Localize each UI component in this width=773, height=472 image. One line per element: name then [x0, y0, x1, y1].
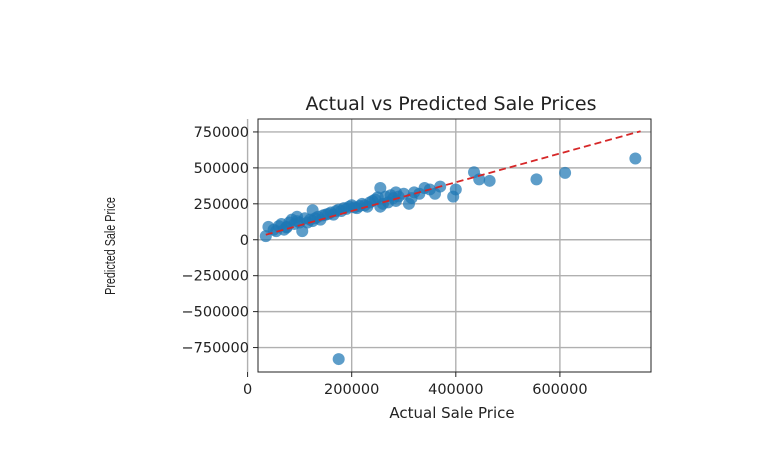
data-point	[280, 221, 293, 234]
reference-line-group	[265, 130, 641, 236]
y-tick-label: 250000	[194, 197, 249, 213]
x-tick-label: 400000	[428, 382, 483, 398]
data-point	[530, 173, 543, 186]
y-tick-label: 750000	[194, 125, 249, 141]
x-tick-label: 200000	[324, 382, 379, 398]
data-point	[306, 204, 319, 217]
grid-lines	[246, 119, 651, 372]
data-point	[483, 174, 496, 187]
scatter-points	[259, 152, 642, 366]
x-axis-ticks: 0 200000 400000 600000	[243, 372, 588, 398]
y-tick-label: −250000	[181, 269, 249, 285]
y-tick-label: 0	[240, 233, 249, 249]
data-point	[374, 182, 387, 194]
x-tick-label: 0	[243, 382, 252, 398]
data-point	[332, 353, 345, 366]
data-point	[473, 173, 486, 186]
x-axis-label: Actual Sale Price	[389, 404, 514, 422]
data-point	[629, 152, 642, 165]
y-tick-label: −750000	[181, 341, 249, 357]
data-point	[389, 186, 402, 199]
data-point	[291, 210, 304, 223]
y-tick-label: −500000	[181, 305, 249, 321]
chart-title: Actual vs Predicted Sale Prices	[306, 93, 597, 115]
data-point	[296, 225, 309, 238]
reference-line	[265, 130, 641, 236]
x-tick-label: 600000	[532, 382, 587, 398]
y-tick-label: 500000	[194, 161, 249, 177]
data-point	[449, 183, 462, 196]
data-point	[559, 166, 572, 179]
y-axis-label: Predicted Sale Price	[101, 197, 118, 295]
y-axis-ticks: 750000 500000 250000 0 −250000 −500000 −750000	[181, 125, 258, 357]
plot-frame	[257, 118, 652, 373]
